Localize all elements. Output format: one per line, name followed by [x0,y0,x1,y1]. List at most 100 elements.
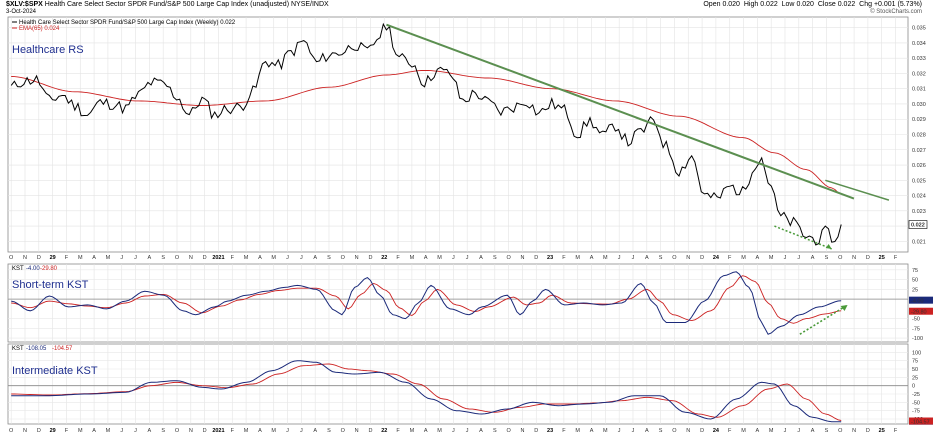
month-label-bottom: A [92,428,96,434]
ohlc-open-value: 0.020 [722,1,740,8]
month-label: M [437,255,442,261]
panel-frame-1 [7,263,909,343]
month-label-bottom: D [866,428,870,434]
month-label-bottom: N [355,428,359,434]
y-tick-label: 0.031 [912,87,926,93]
month-label-bottom: J [300,428,303,434]
y-tick-label: -50 [912,400,920,406]
legend-price: Health Care Select Sector SPDR Fund/S&P … [19,20,236,26]
month-label: J [452,255,455,261]
last-signal-box [909,417,933,425]
divergence-arrowhead [825,243,832,249]
month-label: A [258,255,262,261]
y-tick-label: 0.029 [912,117,926,123]
credit-label: © StockCharts.com [870,9,922,15]
month-label: A [424,255,428,261]
month-label: J [134,255,137,261]
month-label-bottom: M [271,428,276,434]
month-label: A [811,255,815,261]
y-tick-label: -25 [912,392,920,398]
month-label-bottom: A [148,428,152,434]
month-label: O [506,255,511,261]
month-label-bottom: O [506,428,511,434]
month-label: 23 [547,255,553,261]
month-label-bottom: J [120,428,123,434]
y-tick-label: -100 [912,336,923,342]
kst-up-arrow [799,304,848,335]
month-label: J [466,255,469,261]
y-tick-label: 0.028 [912,133,926,139]
y-tick-label: 50 [912,367,918,373]
month-label-bottom: O [838,428,843,434]
month-label: S [161,255,165,261]
month-label: D [700,255,704,261]
month-label-bottom: N [189,428,193,434]
month-label: O [341,255,346,261]
month-label: M [271,255,276,261]
month-label-bottom: 25 [879,428,885,434]
month-label: F [894,255,898,261]
kst-signal-line [11,363,842,421]
month-label: 25 [879,255,885,261]
month-label: M [78,255,83,261]
month-label-bottom: M [741,428,746,434]
month-label: N [520,255,524,261]
month-label-bottom: 22 [381,428,387,434]
y-tick-label: 0.033 [912,56,926,62]
month-label-bottom: N [520,428,524,434]
y-tick-label: 0.023 [912,209,926,215]
last-value-label: 0.022 [911,223,925,229]
month-label-bottom: J [784,428,787,434]
month-label: 29 [50,255,56,261]
month-label-bottom: J [618,428,621,434]
month-label: D [866,255,870,261]
month-label-bottom: A [645,428,649,434]
month-label: F [65,255,69,261]
month-label-bottom: A [811,428,815,434]
y-tick-label: 100 [912,350,921,356]
month-label-bottom: A [590,428,594,434]
month-label-bottom: 23 [547,428,553,434]
month-label-bottom: N [23,428,27,434]
month-label-bottom: O [9,428,14,434]
month-label-bottom: M [575,428,580,434]
last-signal-box [909,307,933,315]
month-label-bottom: S [161,428,165,434]
month-label: O [9,255,14,261]
month-label: 24 [713,255,720,261]
month-label-bottom: F [562,428,566,434]
month-label-bottom: D [534,428,538,434]
y-tick-label: 0 [912,384,915,390]
month-label-bottom: F [231,428,235,434]
month-label-bottom: N [852,428,856,434]
month-label: 22 [381,255,387,261]
y-tick-label: 25 [912,375,918,381]
month-label: N [189,255,193,261]
month-label: A [756,255,760,261]
kst-line [11,271,842,335]
ohlc-close-value: 0.022 [837,1,856,8]
month-label: J [618,255,621,261]
month-label-bottom: J [632,428,635,434]
y-tick-label: 25 [912,287,918,293]
month-label-bottom: F [65,428,69,434]
month-label-bottom: F [396,428,400,434]
ohlc-high-label: High [743,1,759,8]
month-label: N [23,255,27,261]
month-label-bottom: A [313,428,317,434]
y-tick-label: 0.024 [912,194,926,200]
month-label: F [728,255,732,261]
month-label: F [396,255,400,261]
symbol-description: Health Care Select Sector SPDR Fund/S&P … [44,1,329,8]
panel-title-price: Healthcare RS [12,44,84,56]
month-label-bottom: M [78,428,83,434]
legend-ema: EMA(65) 0.024 [19,26,60,32]
month-label: M [769,255,774,261]
month-label-bottom: M [437,428,442,434]
month-label: A [148,255,152,261]
panel-title-short: Short-term KST [12,279,89,291]
chart-date: 3-Oct-2024 [6,9,37,15]
month-label: A [645,255,649,261]
month-label-bottom: A [258,428,262,434]
month-label-bottom: M [410,428,415,434]
